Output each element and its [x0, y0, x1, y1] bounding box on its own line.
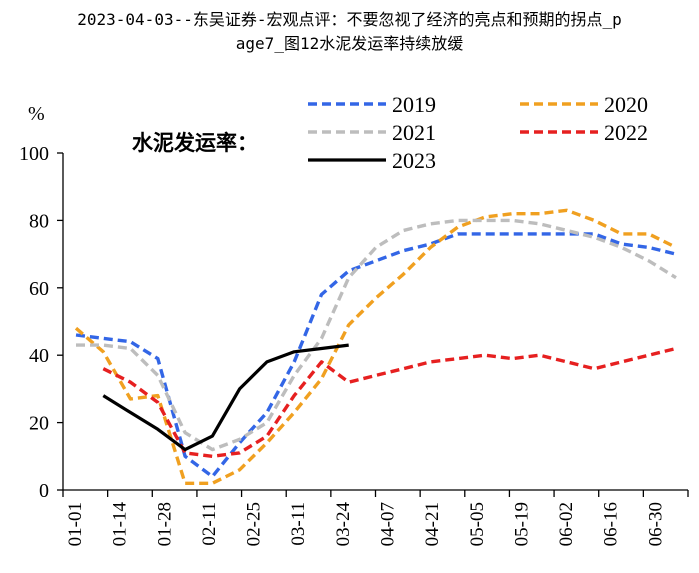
x-tick-label: 06-16 [601, 502, 622, 546]
y-axis-unit-label: % [28, 103, 45, 125]
y-tick-label: 80 [29, 210, 49, 232]
x-tick-label: 01-28 [154, 502, 175, 546]
series-2023-line [102, 343, 349, 452]
page-title: 2023-04-03--东吴证券-宏观点评：不要忽视了经济的亮点和预期的拐点_p… [0, 8, 699, 56]
legend-label-2020: 2020 [604, 92, 648, 117]
chart-axes: 0 20 40 60 80 100 01-01 01-14 01-28 02-11 02-25 03-… [19, 143, 689, 547]
x-tick-label: 04-07 [378, 502, 399, 546]
chart-title: 水泥发运率： [132, 131, 258, 155]
x-tick-label: 02-25 [244, 502, 265, 546]
legend-label-2022: 2022 [604, 120, 648, 145]
legend-label-2019: 2019 [392, 92, 436, 117]
x-tick-label: 03-24 [333, 502, 354, 547]
x-tick-label: 04-21 [422, 502, 443, 546]
x-tick-label: 05-05 [467, 502, 488, 546]
page-title-line-1: 2023-04-03--东吴证券-宏观点评：不要忽视了经济的亮点和预期的拐点_p [77, 10, 622, 29]
series-2020-line [74, 208, 677, 485]
x-tick-label: 03-11 [288, 502, 309, 546]
series-2022-line [102, 346, 677, 458]
legend-label-2021: 2021 [392, 120, 436, 145]
chart-legend: 2019 2020 2021 2022 2023 [308, 92, 648, 173]
x-tick-label: 02-11 [199, 502, 220, 546]
chart-series [74, 208, 677, 485]
x-tick-label: 01-01 [65, 502, 86, 546]
x-tick-label: 06-02 [556, 502, 577, 546]
y-tick-label: 0 [39, 480, 49, 502]
x-tick-label: 01-14 [110, 502, 131, 547]
y-tick-label: 40 [29, 345, 49, 367]
x-tick-label: 06-30 [645, 502, 666, 546]
legend-label-2023: 2023 [392, 148, 436, 173]
series-2021-line [76, 218, 677, 452]
series-2019-line [75, 232, 677, 479]
y-tick-label: 60 [29, 278, 49, 300]
y-tick-label: 100 [19, 143, 49, 165]
page-title-line-2: age7_图12水泥发运率持续放缓 [235, 34, 464, 53]
y-tick-label: 20 [29, 413, 49, 435]
x-tick-label: 05-19 [511, 502, 532, 546]
